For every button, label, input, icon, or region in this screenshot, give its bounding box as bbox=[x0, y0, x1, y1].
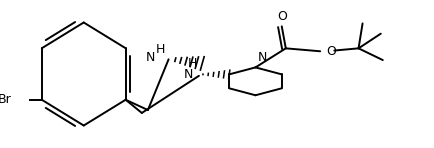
Text: O: O bbox=[277, 10, 287, 23]
Text: N: N bbox=[257, 52, 267, 65]
Text: N: N bbox=[146, 51, 155, 64]
Text: Br: Br bbox=[0, 93, 11, 106]
Text: H: H bbox=[156, 43, 165, 56]
Text: O: O bbox=[326, 45, 336, 58]
Text: N: N bbox=[184, 68, 193, 81]
Text: H: H bbox=[187, 57, 197, 70]
